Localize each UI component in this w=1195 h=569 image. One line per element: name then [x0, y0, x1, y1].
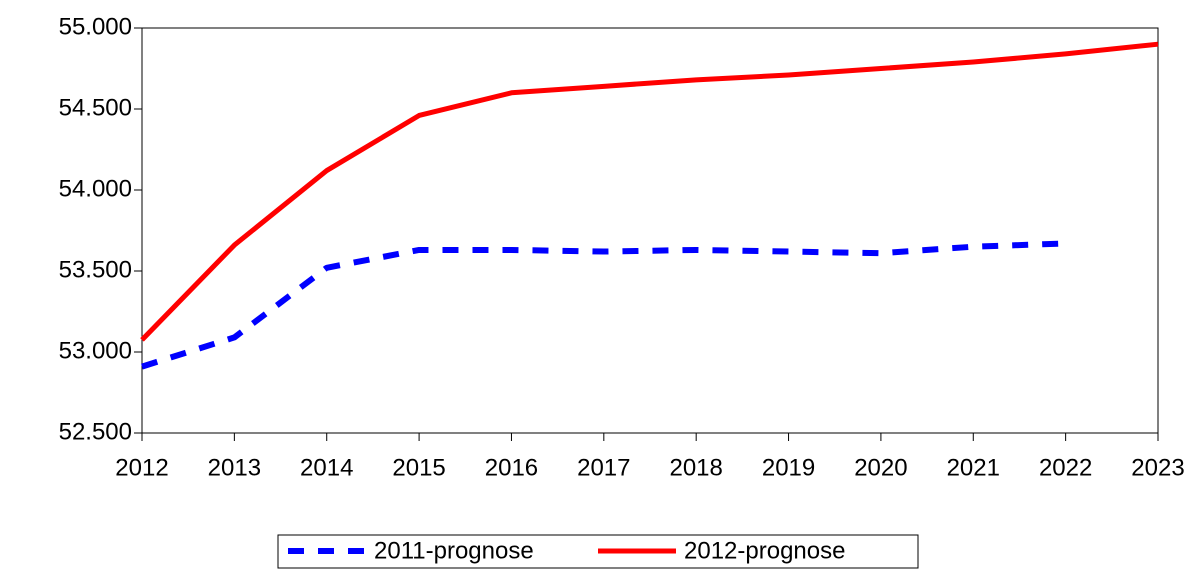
- x-tick-label: 2022: [1039, 454, 1092, 481]
- y-tick-label: 53.500: [59, 256, 132, 283]
- y-tick-label: 55.000: [59, 13, 132, 40]
- series-line: [141, 240, 1066, 370]
- x-tick-label: 2021: [947, 454, 1000, 481]
- legend-label: 2011-prognose: [374, 537, 534, 564]
- legend-box: [277, 534, 919, 569]
- x-tick-label: 2012: [115, 454, 168, 481]
- y-tick-label: 54.000: [59, 175, 132, 202]
- x-tick-label: 2013: [208, 454, 261, 481]
- y-tick-label: 54.500: [59, 94, 132, 121]
- x-tick-label: 2023: [1131, 454, 1184, 481]
- x-tick-label: 2016: [485, 454, 538, 481]
- plot-area: [141, 27, 1159, 434]
- y-tick-label: 52.500: [59, 418, 132, 445]
- x-tick-label: 2014: [300, 454, 353, 481]
- x-tick-label: 2018: [669, 454, 722, 481]
- x-tick-label: 2015: [392, 454, 445, 481]
- x-tick-label: 2017: [577, 454, 630, 481]
- legend-label: 2012-prognose: [684, 537, 845, 564]
- y-tick-label: 53.000: [59, 337, 132, 364]
- x-tick-label: 2019: [762, 454, 815, 481]
- x-tick-label: 2020: [854, 454, 907, 481]
- series-line: [140, 41, 1159, 342]
